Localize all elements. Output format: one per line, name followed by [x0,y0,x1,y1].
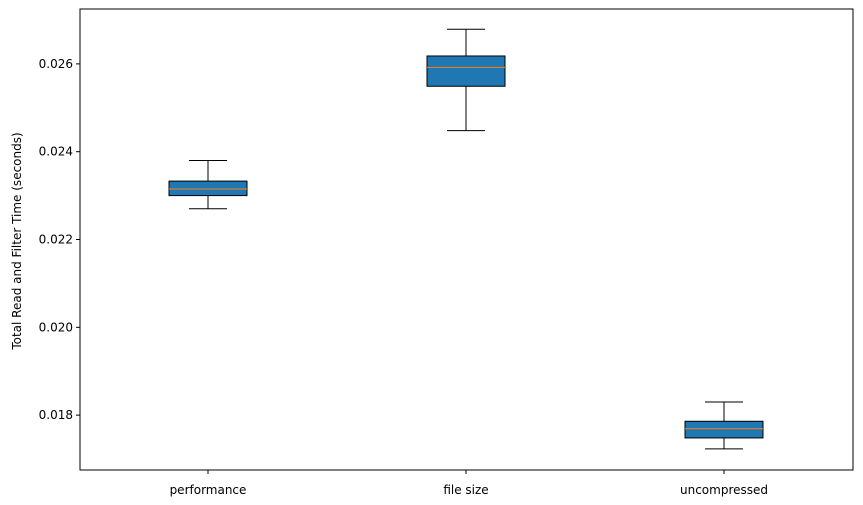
box-iqr [684,420,764,439]
y-axis: 0.018 0.020 0.022 0.024 0.026 [39,57,80,422]
y-tick-label: 0.018 [39,408,73,422]
y-tick-label: 0.024 [39,145,73,159]
box-group-1 [426,28,506,132]
x-tick-label: file size [443,483,488,497]
box-group-0 [168,159,248,210]
y-tick-label: 0.022 [39,233,73,247]
y-tick-label: 0.020 [39,320,73,334]
y-axis-label: Total Read and Filter Time (seconds) [10,132,24,350]
box-group-2 [684,401,764,450]
x-tick-label: performance [170,483,247,497]
y-tick-label: 0.026 [39,57,73,71]
x-tick-label: uncompressed [680,483,768,497]
x-axis: performance file size uncompressed [170,470,768,497]
box-iqr [426,55,506,87]
box-iqr [168,180,248,197]
